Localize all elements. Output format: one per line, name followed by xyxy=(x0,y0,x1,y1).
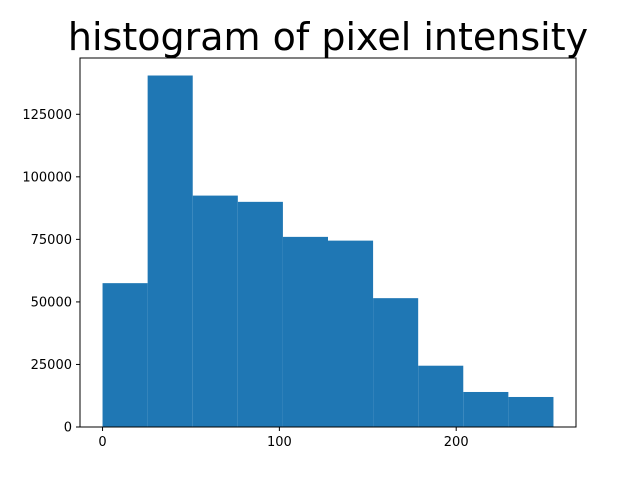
y-tick-label: 100000 xyxy=(22,170,72,185)
x-tick-label: 200 xyxy=(444,435,469,450)
histogram-bar xyxy=(237,201,283,427)
bars-group xyxy=(102,75,554,427)
histogram-bar xyxy=(373,298,419,427)
y-tick-label: 0 xyxy=(64,421,72,436)
histogram-bar xyxy=(102,283,148,427)
x-axis-ticks: 0 100 200 xyxy=(98,427,469,450)
y-tick-label: 125000 xyxy=(22,108,72,123)
plot-frame xyxy=(79,57,577,428)
histogram-bar xyxy=(147,75,193,427)
histogram-bar xyxy=(282,236,328,427)
chart-title: histogram of pixel intensity xyxy=(68,15,588,59)
histogram-bar xyxy=(463,391,509,427)
y-axis-ticks: 0 25000 50000 75000 100000 125000 xyxy=(22,108,80,436)
histogram-bar xyxy=(508,396,554,427)
histogram-bar xyxy=(418,365,464,427)
histogram-bar xyxy=(192,195,238,427)
x-tick-label: 0 xyxy=(98,435,106,450)
histogram-bar xyxy=(328,240,374,427)
x-tick-label: 100 xyxy=(267,435,292,450)
y-tick-label: 75000 xyxy=(31,233,72,248)
y-tick-label: 25000 xyxy=(31,358,72,373)
y-tick-label: 50000 xyxy=(31,295,72,310)
